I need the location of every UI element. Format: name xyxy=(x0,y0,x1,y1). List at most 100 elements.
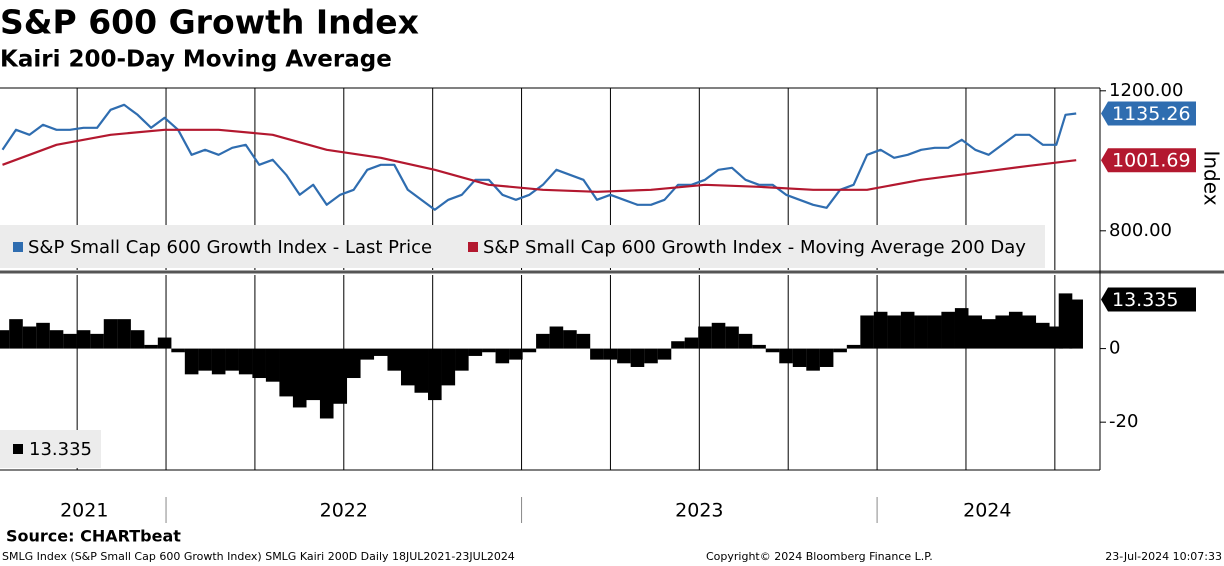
bar xyxy=(792,348,807,367)
bar xyxy=(954,308,969,349)
bar xyxy=(806,348,820,371)
footer-left: SMLG Index (S&P Small Cap 600 Growth Ind… xyxy=(2,550,515,563)
bar xyxy=(1069,299,1083,349)
y-axis-label: Index xyxy=(1200,150,1224,205)
bar xyxy=(900,311,915,349)
bar xyxy=(887,315,901,349)
bar xyxy=(860,315,874,349)
bar xyxy=(279,348,293,397)
x-tick-label: 2023 xyxy=(675,500,723,522)
bar xyxy=(995,315,1010,349)
x-tick-label: 2022 xyxy=(320,500,368,522)
bar xyxy=(157,337,172,349)
last-value-label: 1135.26 xyxy=(1112,103,1191,125)
bar xyxy=(765,348,780,353)
bar xyxy=(1022,315,1037,349)
bar xyxy=(522,348,537,353)
bar xyxy=(9,319,23,349)
bar xyxy=(225,348,239,371)
bar xyxy=(981,319,996,349)
bar xyxy=(1008,311,1023,349)
bar xyxy=(509,348,523,360)
bar xyxy=(779,348,793,364)
bar xyxy=(36,322,50,349)
bar xyxy=(468,348,483,356)
y-tick-label: 0 xyxy=(1109,338,1120,359)
bar xyxy=(630,348,645,367)
bar xyxy=(400,348,415,386)
bar xyxy=(603,348,618,360)
legend-label: S&P Small Cap 600 Growth Index - Moving … xyxy=(483,237,1026,258)
bar xyxy=(90,333,104,349)
last-value-label: 1001.69 xyxy=(1112,150,1191,172)
legend xyxy=(0,225,1045,268)
bar xyxy=(833,348,847,353)
bar xyxy=(927,315,942,349)
bar xyxy=(657,348,672,360)
bar xyxy=(738,333,753,349)
bar xyxy=(873,311,888,349)
bar xyxy=(684,337,699,349)
bar xyxy=(536,333,550,349)
bar xyxy=(752,344,766,349)
bar xyxy=(346,348,361,379)
series-line xyxy=(1,103,1077,211)
bar xyxy=(22,326,37,349)
series-line xyxy=(2,128,1077,193)
bar xyxy=(725,326,739,349)
bar xyxy=(414,348,429,393)
bar xyxy=(941,311,955,349)
bar xyxy=(265,348,280,382)
bar xyxy=(698,326,712,349)
x-tick-label: 2024 xyxy=(963,500,1011,522)
bar xyxy=(576,333,591,349)
chart-subtitle: Kairi 200-Day Moving Average xyxy=(0,47,392,73)
bar xyxy=(914,315,928,349)
bar xyxy=(1035,322,1050,349)
y-tick-label: 1200.00 xyxy=(1109,80,1183,101)
y-tick-label: -20 xyxy=(1109,411,1138,432)
bar xyxy=(671,341,685,349)
bar xyxy=(49,330,64,349)
bar xyxy=(617,348,631,364)
bar xyxy=(0,330,10,349)
last-value-tag xyxy=(1101,148,1196,173)
bar xyxy=(1058,293,1073,349)
bar xyxy=(495,348,510,364)
footer-right: 23-Jul-2024 10:07:33 xyxy=(1105,550,1222,563)
last-value-tag xyxy=(1101,287,1196,312)
bar xyxy=(428,348,442,401)
last-value-tag xyxy=(1101,101,1196,126)
bar xyxy=(292,348,307,408)
bar xyxy=(482,348,496,353)
bar xyxy=(549,326,564,349)
bar xyxy=(238,348,253,375)
bar xyxy=(590,348,604,360)
bar xyxy=(644,348,658,364)
bar xyxy=(103,319,118,349)
bar xyxy=(360,348,375,360)
bar xyxy=(968,315,983,349)
legend-swatch xyxy=(13,242,23,252)
bar xyxy=(198,348,212,371)
bar xyxy=(184,348,199,375)
bar xyxy=(63,333,77,349)
bar xyxy=(333,348,348,404)
legend-label: S&P Small Cap 600 Growth Index - Last Pr… xyxy=(28,237,432,258)
y-tick-label: 800.00 xyxy=(1109,220,1172,241)
bar xyxy=(306,348,321,401)
bar xyxy=(819,348,834,367)
footer-center: Copyright© 2024 Bloomberg Finance L.P. xyxy=(706,550,933,563)
last-value-label: 13.335 xyxy=(1112,289,1178,311)
bar xyxy=(117,319,131,349)
x-tick-label: 2021 xyxy=(60,500,108,522)
bar xyxy=(455,348,469,371)
bar xyxy=(319,348,334,419)
legend-swatch xyxy=(468,242,478,252)
chart-title: S&P 600 Growth Index xyxy=(0,3,419,42)
bar xyxy=(144,344,158,349)
bar xyxy=(373,348,388,356)
bar xyxy=(846,344,861,349)
bar xyxy=(441,348,456,386)
